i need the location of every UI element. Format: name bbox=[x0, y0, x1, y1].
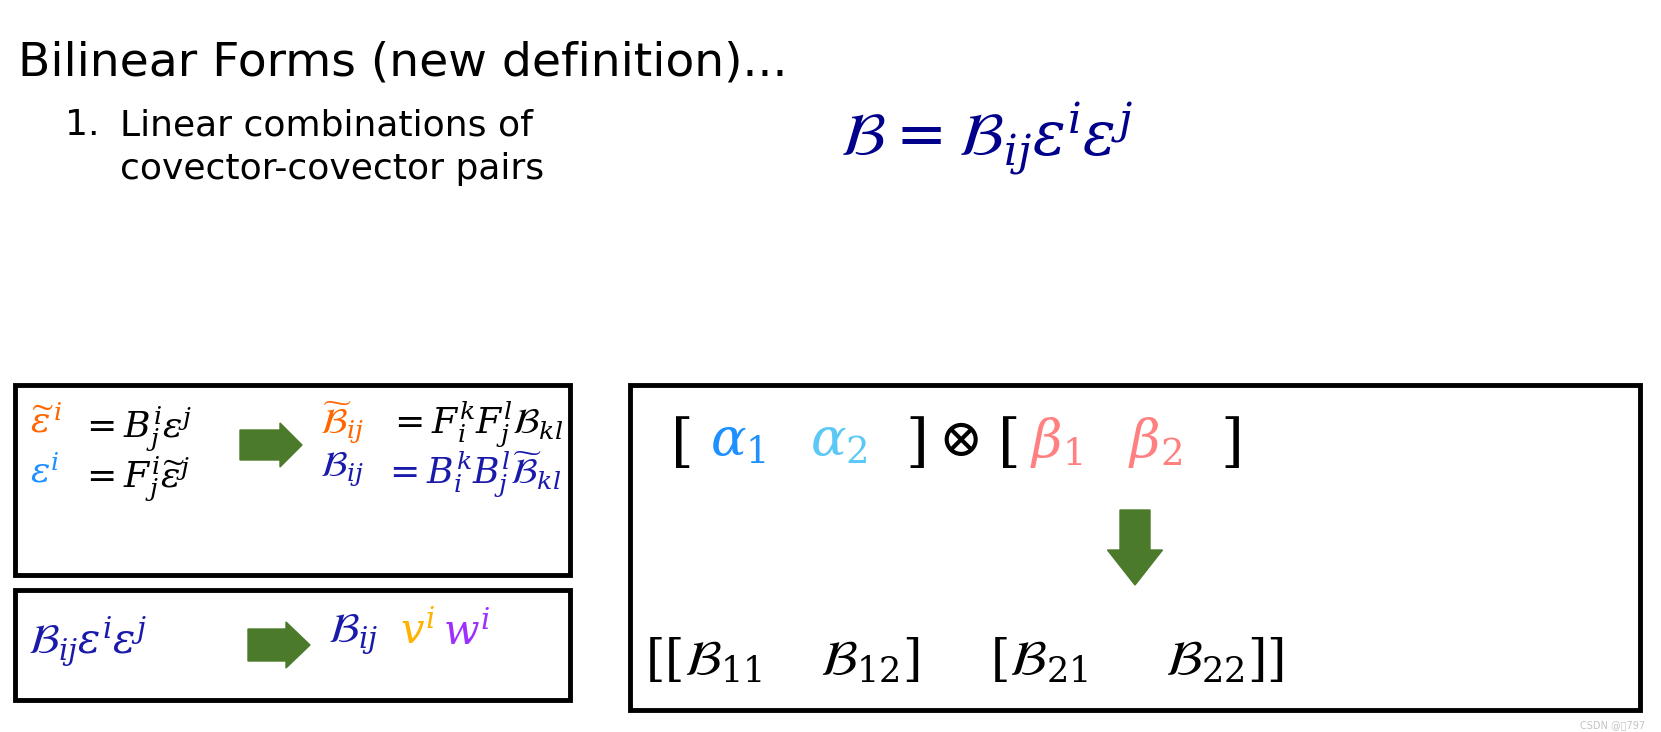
Text: Bilinear Forms (new definition)...: Bilinear Forms (new definition)... bbox=[18, 40, 787, 85]
Text: $\alpha_2$: $\alpha_2$ bbox=[811, 415, 867, 467]
Text: $\mathcal{B}_{12}]$: $\mathcal{B}_{12}]$ bbox=[821, 635, 920, 685]
Text: $[$: $[$ bbox=[997, 415, 1017, 472]
Text: CSDN @在797: CSDN @在797 bbox=[1580, 720, 1644, 730]
Text: covector-covector pairs: covector-covector pairs bbox=[120, 152, 545, 186]
FancyArrow shape bbox=[247, 622, 311, 668]
Text: $]$: $]$ bbox=[1219, 415, 1239, 472]
Text: $= B^k_i B^l_j\widetilde{\mathcal{B}}_{kl}$: $= B^k_i B^l_j\widetilde{\mathcal{B}}_{k… bbox=[384, 450, 561, 500]
Text: $\widetilde{\epsilon}^{\,i}$: $\widetilde{\epsilon}^{\,i}$ bbox=[30, 405, 63, 440]
Text: $\mathcal{B} = \mathcal{B}_{ij}\epsilon^i\epsilon^j$: $\mathcal{B} = \mathcal{B}_{ij}\epsilon^… bbox=[840, 100, 1133, 177]
FancyBboxPatch shape bbox=[15, 590, 570, 700]
FancyArrow shape bbox=[1108, 510, 1163, 585]
FancyBboxPatch shape bbox=[15, 385, 570, 575]
FancyBboxPatch shape bbox=[630, 385, 1639, 710]
Text: $= F^k_i F^l_j\mathcal{B}_{kl}$: $= F^k_i F^l_j\mathcal{B}_{kl}$ bbox=[389, 400, 563, 450]
Text: $\mathcal{B}_{ij}\epsilon^i\epsilon^j$: $\mathcal{B}_{ij}\epsilon^i\epsilon^j$ bbox=[28, 615, 148, 668]
FancyArrow shape bbox=[239, 423, 302, 467]
Text: $v^i$: $v^i$ bbox=[400, 611, 435, 653]
Text: $\otimes$: $\otimes$ bbox=[938, 415, 978, 467]
Text: $w^i$: $w^i$ bbox=[443, 612, 490, 654]
Text: $= F^i_j\widetilde{\epsilon}^j$: $= F^i_j\widetilde{\epsilon}^j$ bbox=[80, 455, 189, 504]
Text: $= B^i_j\epsilon^j$: $= B^i_j\epsilon^j$ bbox=[80, 405, 193, 455]
Text: $]$: $]$ bbox=[905, 415, 925, 472]
Text: $\widetilde{\mathcal{B}}_{ij}$: $\widetilde{\mathcal{B}}_{ij}$ bbox=[321, 400, 364, 447]
Text: $[\mathcal{B}_{21}$: $[\mathcal{B}_{21}$ bbox=[990, 635, 1088, 685]
Text: $\alpha_1$: $\alpha_1$ bbox=[709, 415, 766, 467]
Text: 1.: 1. bbox=[65, 108, 100, 142]
Text: Linear combinations of: Linear combinations of bbox=[120, 108, 533, 142]
Text: $\mathcal{B}_{ij}$: $\mathcal{B}_{ij}$ bbox=[327, 612, 379, 656]
Text: $[[\mathcal{B}_{11}$: $[[\mathcal{B}_{11}$ bbox=[644, 635, 762, 685]
Text: $\beta_2$: $\beta_2$ bbox=[1128, 415, 1183, 470]
Text: $\epsilon^i$: $\epsilon^i$ bbox=[30, 455, 60, 490]
Text: $\beta_1$: $\beta_1$ bbox=[1030, 415, 1083, 470]
Text: $\mathcal{B}_{ij}$: $\mathcal{B}_{ij}$ bbox=[321, 450, 364, 488]
Text: $[$: $[$ bbox=[669, 415, 691, 472]
Text: $\mathcal{B}_{22}]]$: $\mathcal{B}_{22}]]$ bbox=[1164, 635, 1284, 685]
